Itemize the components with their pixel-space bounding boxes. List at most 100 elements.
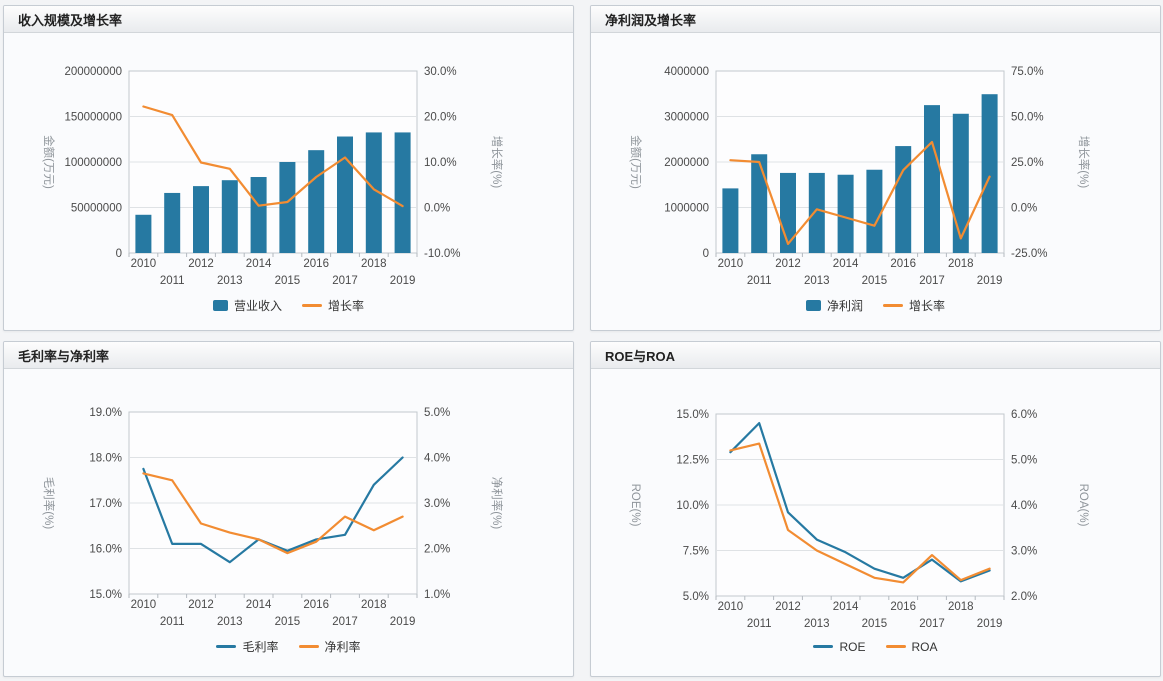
margins-legend: 毛利率 净利率	[216, 638, 361, 655]
svg-text:2016: 2016	[303, 258, 329, 270]
svg-text:2017: 2017	[332, 616, 358, 628]
revenue-growth-chart: 200000000 150000000 100000000 50000000 0 30.0…	[42, 66, 504, 287]
left-axis-title: 金额(万元)	[42, 135, 56, 189]
legend-item-net-profit-1[interactable]: 增长率	[883, 297, 945, 314]
svg-text:2019: 2019	[390, 616, 416, 628]
svg-text:50000000: 50000000	[71, 203, 122, 215]
panel-header-revenue: 收入规模及增长率	[4, 6, 573, 33]
svg-text:0: 0	[703, 248, 709, 260]
svg-text:2012: 2012	[188, 599, 214, 611]
left-axis-title: 毛利率(%)	[42, 477, 56, 530]
legend-item-net-profit-0[interactable]: 净利润	[805, 297, 863, 314]
left-axis-labels: 4000000 3000000 2000000 1000000 0	[664, 66, 709, 260]
panel-roe-roa: ROE与ROA 15.0% 12.5% 10.0% 7.5% 5.0% 6.0% 5.0% 4…	[590, 341, 1161, 677]
svg-text:20.0%: 20.0%	[424, 112, 457, 124]
svg-text:75.0%: 75.0%	[1011, 66, 1044, 78]
panel-title-margins: 毛利率与净利率	[18, 348, 110, 364]
right-axis-title: 增长率(%)	[1077, 136, 1091, 189]
svg-text:2010: 2010	[718, 258, 744, 270]
legend-line-swatch-margins-1	[298, 645, 319, 648]
svg-text:25.0%: 25.0%	[1011, 157, 1044, 169]
svg-text:15.0%: 15.0%	[676, 409, 709, 421]
svg-text:2.0%: 2.0%	[424, 544, 450, 556]
svg-text:2011: 2011	[160, 616, 185, 628]
svg-text:2014: 2014	[246, 258, 272, 270]
legend-item-roe-roa-1[interactable]: ROA	[885, 639, 938, 654]
left-axis-labels: 19.0% 18.0% 17.0% 16.0% 15.0%	[89, 407, 122, 601]
svg-text:2017: 2017	[919, 618, 945, 630]
legend-item-roe-roa-0[interactable]: ROE	[813, 639, 866, 654]
svg-text:2013: 2013	[217, 616, 243, 628]
svg-text:12.5%: 12.5%	[676, 454, 709, 466]
svg-text:4.0%: 4.0%	[424, 453, 450, 465]
legend-label-margins-1: 净利率	[324, 640, 361, 654]
right-axis-title: ROA(%)	[1077, 483, 1089, 526]
svg-text:2014: 2014	[833, 258, 859, 270]
svg-text:2013: 2013	[217, 275, 243, 287]
gridlines	[129, 457, 417, 549]
right-axis-labels: 75.0% 50.0% 25.0% 0.0% -25.0%	[1011, 66, 1047, 260]
legend-line-swatch-revenue-1	[302, 304, 322, 307]
legend-line-swatch-roe-roa-0	[813, 645, 834, 648]
svg-text:2012: 2012	[775, 258, 801, 270]
legend-item-revenue-1[interactable]: 增长率	[302, 297, 364, 314]
legend-line-swatch-net-profit-1	[883, 304, 903, 307]
svg-text:1.0%: 1.0%	[424, 589, 450, 601]
svg-text:10.0%: 10.0%	[676, 500, 709, 512]
svg-text:2018: 2018	[948, 601, 974, 613]
svg-text:5.0%: 5.0%	[683, 591, 709, 603]
panel-net-profit-growth: 净利润及增长率 4000000 3000000 2000000 1000000 0 75.…	[590, 5, 1161, 331]
svg-text:2016: 2016	[890, 601, 916, 613]
svg-text:2018: 2018	[948, 258, 974, 270]
roe-roa-legend: ROE ROA	[813, 639, 938, 654]
line-series	[142, 472, 404, 555]
line-series	[729, 441, 991, 583]
panel-body-revenue: 200000000 150000000 100000000 50000000 0 30.0…	[4, 33, 573, 330]
legend-label-roe-roa-1: ROA	[911, 639, 938, 654]
svg-text:5.0%: 5.0%	[1011, 454, 1037, 466]
panel-title-revenue: 收入规模及增长率	[18, 12, 123, 28]
legend-bar-swatch-net-profit-0	[805, 300, 821, 311]
svg-text:2015: 2015	[862, 618, 888, 630]
svg-text:1000000: 1000000	[664, 203, 709, 215]
svg-text:3000000: 3000000	[664, 112, 709, 124]
svg-text:0.0%: 0.0%	[424, 203, 450, 215]
panel-header-margins: 毛利率与净利率	[4, 342, 573, 369]
legend-label-revenue-1: 增长率	[328, 299, 365, 313]
panel-revenue-growth: 收入规模及增长率 200000000 150000000 100000000 5000…	[3, 5, 574, 331]
margins-chart: 19.0% 18.0% 17.0% 16.0% 15.0% 5.0% 4.0% 3.0% 2.0…	[42, 407, 504, 628]
svg-text:0: 0	[116, 248, 122, 260]
svg-text:200000000: 200000000	[64, 66, 122, 78]
legend-line-swatch-margins-0	[216, 645, 237, 648]
svg-text:2015: 2015	[862, 275, 888, 287]
roe-roa-chart: 15.0% 12.5% 10.0% 7.5% 5.0% 6.0% 5.0% 4.0% 3.0% 2…	[629, 409, 1089, 630]
svg-text:7.5%: 7.5%	[683, 545, 709, 557]
svg-text:2010: 2010	[131, 258, 157, 270]
right-axis-labels: 5.0% 4.0% 3.0% 2.0% 1.0%	[424, 407, 450, 601]
svg-text:5.0%: 5.0%	[424, 407, 450, 419]
svg-text:2019: 2019	[977, 618, 1003, 630]
svg-text:2000000: 2000000	[664, 157, 709, 169]
right-axis-title: 增长率(%)	[490, 136, 504, 189]
revenue-growth-legend: 营业收入 增长率	[212, 297, 364, 314]
svg-text:2012: 2012	[188, 258, 214, 270]
bar-series	[135, 132, 411, 253]
svg-text:2014: 2014	[246, 599, 272, 611]
panel-header-net-profit: 净利润及增长率	[591, 6, 1160, 33]
line-series	[729, 421, 991, 582]
legend-item-revenue-0[interactable]: 营业收入	[212, 297, 282, 314]
svg-text:3.0%: 3.0%	[424, 498, 450, 510]
svg-text:2018: 2018	[361, 599, 387, 611]
legend-bar-swatch-revenue-0	[212, 300, 228, 311]
svg-text:-25.0%: -25.0%	[1011, 248, 1047, 260]
legend-item-margins-1[interactable]: 净利率	[298, 638, 361, 655]
legend-label-roe-roa-0: ROE	[839, 639, 866, 654]
left-axis-labels: 15.0% 12.5% 10.0% 7.5% 5.0%	[676, 409, 709, 603]
svg-text:4.0%: 4.0%	[1011, 500, 1037, 512]
panel-title-net-profit: 净利润及增长率	[605, 12, 697, 28]
svg-text:2019: 2019	[977, 275, 1003, 287]
legend-item-margins-0[interactable]: 毛利率	[216, 638, 279, 655]
legend-line-swatch-roe-roa-1	[885, 645, 906, 648]
